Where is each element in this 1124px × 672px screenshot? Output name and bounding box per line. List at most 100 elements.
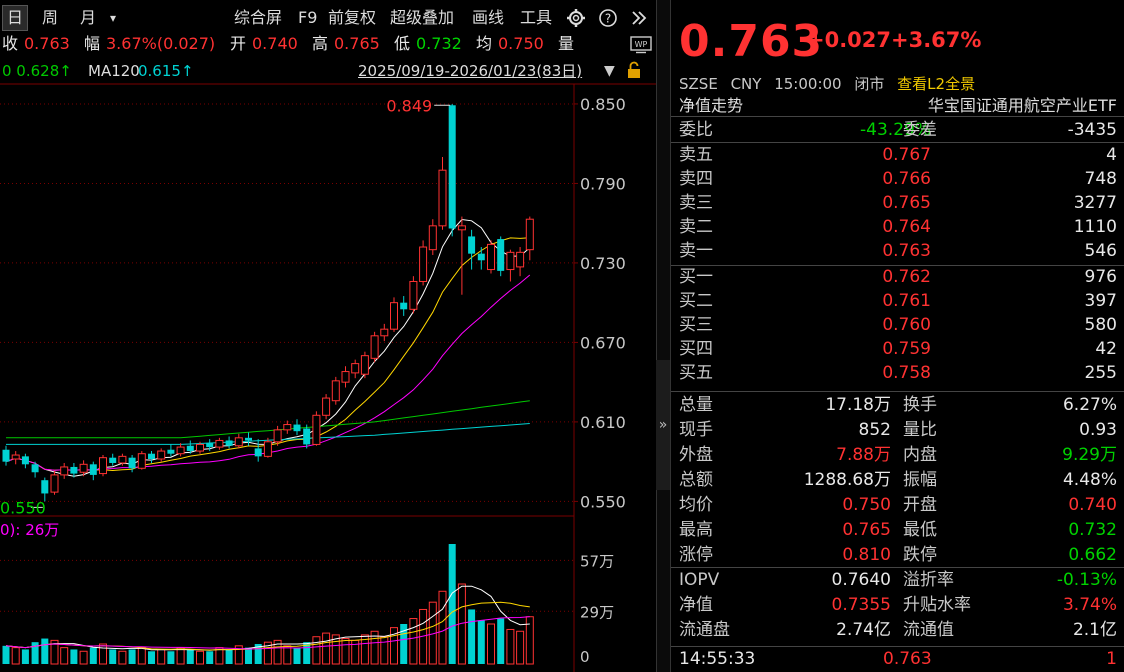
- bids-label: 买三: [679, 315, 713, 335]
- volume-bar: [196, 650, 204, 665]
- l2-panorama-link[interactable]: 查看L2全景: [897, 75, 976, 93]
- asks-price: 0.764: [882, 217, 931, 237]
- ma10-line: [5, 237, 530, 472]
- stat-label: 换手: [903, 395, 937, 415]
- lock-icon[interactable]: [626, 61, 642, 85]
- volume-bar: [11, 647, 20, 665]
- stats-row: 涨停 0.810 跌停 0.662: [671, 543, 1124, 568]
- volume-bar: [176, 647, 185, 665]
- bids-price: 0.760: [882, 315, 931, 335]
- period-week-tab[interactable]: 周: [42, 8, 59, 27]
- bids-row[interactable]: 买五 0.758 255: [671, 361, 1124, 385]
- high-value: 0.765: [334, 34, 380, 53]
- candle-body: [322, 397, 331, 416]
- bids-label: 买一: [679, 267, 713, 287]
- stat-value: 4.48%: [1062, 470, 1117, 490]
- period-month-tab[interactable]: 月: [80, 8, 97, 27]
- stat-label: 现手: [679, 420, 713, 440]
- vol-label: 量: [558, 34, 575, 53]
- stat-label: 总额: [679, 470, 713, 490]
- bids-volume: 580: [1084, 315, 1117, 335]
- bids-row[interactable]: 买一 0.762 976: [671, 265, 1124, 289]
- stats-row: 总量 17.18万 换手 6.27%: [671, 393, 1124, 418]
- candle-body: [128, 457, 136, 469]
- candle-body: [448, 105, 456, 229]
- f9-button[interactable]: F9: [298, 8, 318, 27]
- volume-tick-label: 29万: [580, 603, 614, 621]
- composite-screen-button[interactable]: 综合屏: [234, 8, 283, 27]
- help-icon[interactable]: ?: [598, 5, 620, 31]
- double-chevron-right-icon[interactable]: [630, 5, 652, 31]
- ohlc-info-line: 收 0.763 幅 3.67%(0.027) 开 0.740 高 0.765 低…: [0, 33, 656, 55]
- kline-panel[interactable]: 0.850 0.790 0.730 0.670 0.610 0.550 57万 29万 0 0.8…: [0, 0, 656, 672]
- candle-body: [273, 429, 282, 443]
- bids-row[interactable]: 买二 0.761 397: [671, 289, 1124, 313]
- avg-label: 均: [476, 34, 493, 53]
- candle-body: [109, 457, 117, 463]
- candle-body: [50, 474, 59, 493]
- volume-bar: [448, 544, 456, 664]
- asks-row[interactable]: 卖一 0.763 546: [671, 239, 1124, 263]
- y-tick-label: 0.730: [580, 254, 626, 273]
- low-value: 0.732: [416, 34, 462, 53]
- bids-row[interactable]: 买三 0.760 580: [671, 313, 1124, 337]
- period-more-dropdown[interactable]: ▾: [110, 11, 117, 25]
- asks-label: 卖四: [679, 169, 713, 189]
- candle-body: [99, 457, 107, 475]
- panel-divider[interactable]: [656, 0, 670, 672]
- collapse-handle-icon[interactable]: »: [656, 360, 670, 490]
- adjust-button[interactable]: 前复权: [328, 8, 377, 27]
- stat-value: 0.7355: [831, 595, 891, 615]
- stat-label: 总量: [679, 395, 713, 415]
- bids-price: 0.761: [882, 291, 931, 311]
- candle-body: [380, 328, 389, 337]
- y-tick-label: 0.790: [580, 174, 626, 193]
- tools-button[interactable]: 工具: [520, 8, 553, 27]
- asks-row[interactable]: 卖三 0.765 3277: [671, 191, 1124, 215]
- stat-label: 溢折率: [903, 570, 954, 590]
- stats-row: 最高 0.765 最低 0.732: [671, 518, 1124, 543]
- ma60-line: [6, 400, 530, 439]
- svg-text:?: ?: [605, 12, 611, 26]
- ratio-label: 委比: [679, 120, 713, 140]
- asks-row[interactable]: 卖四 0.766 748: [671, 167, 1124, 191]
- candle-body: [167, 449, 175, 454]
- stat-label: 流通盘: [679, 620, 730, 640]
- gear-icon[interactable]: [566, 5, 588, 31]
- asks-row[interactable]: 卖五 0.767 4: [671, 143, 1124, 167]
- wp-icon[interactable]: WP: [630, 36, 652, 60]
- candle-body: [118, 455, 127, 464]
- draw-button[interactable]: 画线: [472, 8, 505, 27]
- kline-chart[interactable]: 0.850 0.790 0.730 0.670 0.610 0.550 57万 29万 0 0.8…: [0, 0, 656, 672]
- volume-tick-label: 0: [580, 648, 590, 666]
- bids-volume: 42: [1095, 339, 1117, 359]
- volume-bar: [99, 643, 107, 665]
- candle-body: [245, 437, 252, 441]
- caret-down-icon[interactable]: ▼: [604, 63, 615, 79]
- candle-body: [254, 448, 262, 457]
- close-value: 0.763: [24, 34, 70, 53]
- period-day-tab[interactable]: 日: [2, 5, 29, 31]
- volume-bar: [341, 638, 350, 665]
- candle-body: [419, 246, 428, 282]
- stat-value: 1288.68万: [803, 470, 891, 490]
- overlay-button[interactable]: 超级叠加: [390, 8, 455, 27]
- candle-body: [293, 424, 301, 432]
- ratio-value: -43.29%: [860, 120, 931, 140]
- date-range[interactable]: 2025/09/19-2026/01/23(83日): [358, 62, 583, 80]
- stat-label: 净值: [679, 595, 713, 615]
- volume-bar: [79, 650, 88, 665]
- candle-body: [41, 480, 49, 494]
- volume-bar: [157, 648, 166, 665]
- asks-volume: 748: [1084, 169, 1117, 189]
- min-price-label: 0.550: [0, 498, 46, 517]
- stat-value: 9.29万: [1062, 445, 1117, 465]
- candle-body: [506, 251, 515, 271]
- asks-row[interactable]: 卖二 0.764 1110: [671, 215, 1124, 239]
- volume-bar: [186, 649, 194, 664]
- nav-trend-link[interactable]: 净值走势: [679, 96, 744, 115]
- bids-row[interactable]: 买四 0.759 42: [671, 337, 1124, 361]
- volume-ma-label: 0): 26万: [0, 521, 59, 539]
- stat-label: 均价: [679, 495, 713, 515]
- volume-bar: [303, 642, 311, 664]
